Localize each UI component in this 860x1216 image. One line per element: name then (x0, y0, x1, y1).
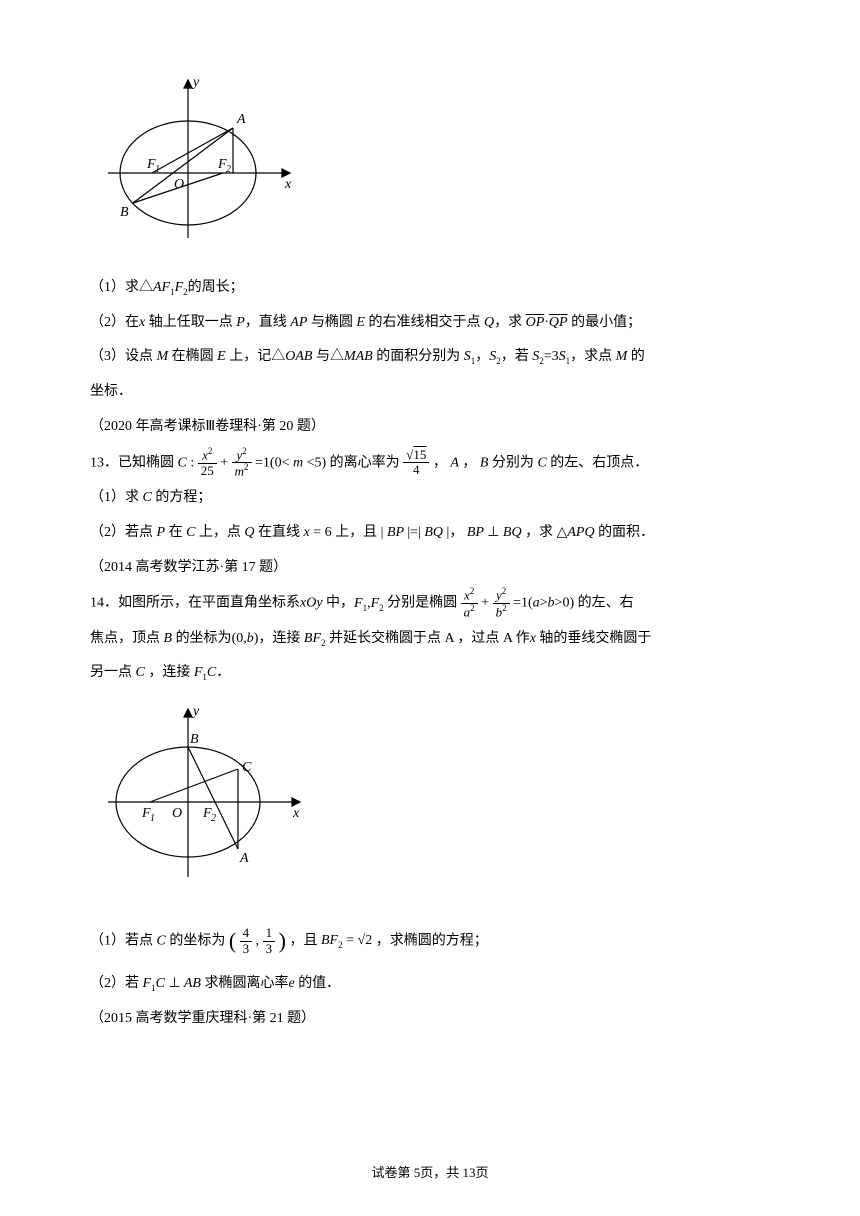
q13-p1: （1）求 C 的方程； (90, 483, 770, 514)
figure-1-ellipse: y x A B F 1 O F 2 (90, 68, 770, 261)
svg-text:y: y (191, 704, 200, 719)
q-part3b: 坐标． (90, 377, 770, 408)
q14-p2: （2）若 F1C ⊥ AB 求椭圆离心率e 的值． (90, 969, 770, 1000)
source-2: （2014 高考数学江苏·第 17 题） (90, 553, 770, 584)
svg-text:1: 1 (150, 813, 155, 824)
q14: 14．如图所示，在平面直角坐标系xOy 中，F1,F2 分别是椭圆 x2a2 +… (90, 587, 770, 619)
figure-1-svg: y x A B F 1 O F 2 (90, 68, 300, 248)
svg-text:y: y (191, 75, 200, 90)
svg-text:C: C (242, 760, 252, 775)
q13: 13．已知椭圆 C : x225 + y2m2 =1(0< m <5) 的离心率… (90, 447, 770, 479)
page-footer: 试卷第 5页，共 13页 (0, 1159, 860, 1188)
q-part1: （1）求△AF1F2的周长； (90, 273, 770, 304)
svg-text:2: 2 (226, 164, 231, 175)
svg-text:O: O (174, 177, 184, 192)
svg-text:B: B (190, 732, 199, 747)
figure-2-svg: y x B C A F 1 O F 2 (90, 697, 310, 892)
svg-text:B: B (120, 205, 129, 220)
q-part2: （2）在x 轴上任取一点 P，直线 AP 与椭圆 E 的右准线相交于点 Q，求 … (90, 308, 770, 339)
q14b: 焦点，顶点 B 的坐标为(0,b)，连接 BF2 并延长交椭圆于点 A ，过点 … (90, 624, 770, 655)
txt: 的周长； (188, 280, 244, 295)
svg-text:O: O (172, 806, 182, 821)
q13-p2: （2）若点 P 在 C 上，点 Q 在直线 x = 6 上，且 | BP |=|… (90, 518, 770, 549)
q-part3: （3）设点 M 在椭圆 E 上，记△OAB 与△MAB 的面积分别为 S1，S2… (90, 342, 770, 373)
source-1: （2020 年高考课标Ⅲ卷理科·第 20 题） (90, 412, 770, 443)
q14-p1: （1）若点 C 的坐标为 ( 43 , 13 ) ，且 BF2 = √2 ，求椭… (90, 917, 770, 965)
svg-text:x: x (292, 806, 300, 821)
svg-text:2: 2 (211, 813, 216, 824)
figure-2-ellipse: y x B C A F 1 O F 2 (90, 697, 770, 905)
svg-text:x: x (284, 177, 292, 192)
q14c: 另一点 C ，连接 F1C． (90, 658, 770, 689)
source-3: （2015 高考数学重庆理科·第 21 题） (90, 1004, 770, 1035)
svg-text:A: A (239, 851, 249, 866)
txt: （1）求△ (90, 280, 153, 295)
svg-text:A: A (236, 112, 246, 127)
svg-text:1: 1 (155, 164, 160, 175)
